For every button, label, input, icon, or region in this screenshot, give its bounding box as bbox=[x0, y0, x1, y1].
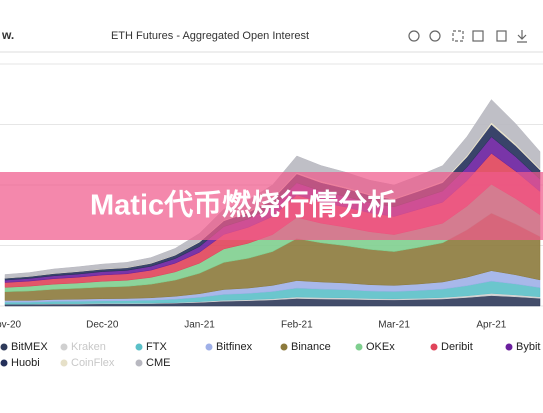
x-tick-label: Mar-21 bbox=[378, 320, 410, 331]
x-tick-label: Dec-20 bbox=[86, 320, 119, 331]
legend-label: Huobi bbox=[11, 357, 40, 369]
legend-marker bbox=[135, 343, 143, 351]
legend-marker bbox=[280, 343, 288, 351]
legend-label: OKEx bbox=[366, 341, 395, 353]
zoom-out[interactable] bbox=[429, 30, 441, 42]
legend-label: Binance bbox=[291, 341, 331, 353]
x-tick-label: Feb-21 bbox=[281, 320, 313, 331]
toolbar-icons[interactable] bbox=[408, 30, 527, 43]
legend-marker bbox=[205, 343, 213, 351]
legend-marker bbox=[430, 343, 438, 351]
brand: w. bbox=[1, 28, 14, 42]
legend-marker bbox=[60, 359, 68, 367]
legend-marker bbox=[135, 359, 143, 367]
banner-text: Matic代币燃烧行情分析 bbox=[90, 189, 396, 222]
legend-label: Bybit bbox=[516, 341, 540, 353]
pan[interactable] bbox=[472, 30, 484, 42]
legend-label: Bitfinex bbox=[216, 341, 253, 353]
legend-label: Kraken bbox=[71, 341, 106, 353]
x-tick-label: Nov-20 bbox=[0, 320, 22, 331]
select[interactable] bbox=[452, 30, 464, 42]
zoom-in[interactable] bbox=[408, 30, 420, 42]
legend-marker bbox=[355, 343, 363, 351]
x-tick-label: Jan-21 bbox=[184, 320, 215, 331]
legend-marker bbox=[0, 359, 8, 367]
reset[interactable] bbox=[496, 30, 507, 42]
legend-label: Deribit bbox=[441, 341, 473, 353]
legend-marker bbox=[505, 343, 513, 351]
banner-band bbox=[0, 172, 543, 240]
download[interactable] bbox=[517, 30, 527, 43]
legend-label: CME bbox=[146, 357, 170, 369]
legend-marker bbox=[60, 343, 68, 351]
legend-label: BitMEX bbox=[11, 341, 48, 353]
legend-label: FTX bbox=[146, 341, 167, 353]
legend-label: CoinFlex bbox=[71, 357, 115, 369]
chart-title: ETH Futures - Aggregated Open Interest bbox=[111, 30, 309, 42]
legend-marker bbox=[0, 343, 8, 351]
x-tick-label: Apr-21 bbox=[476, 320, 506, 331]
